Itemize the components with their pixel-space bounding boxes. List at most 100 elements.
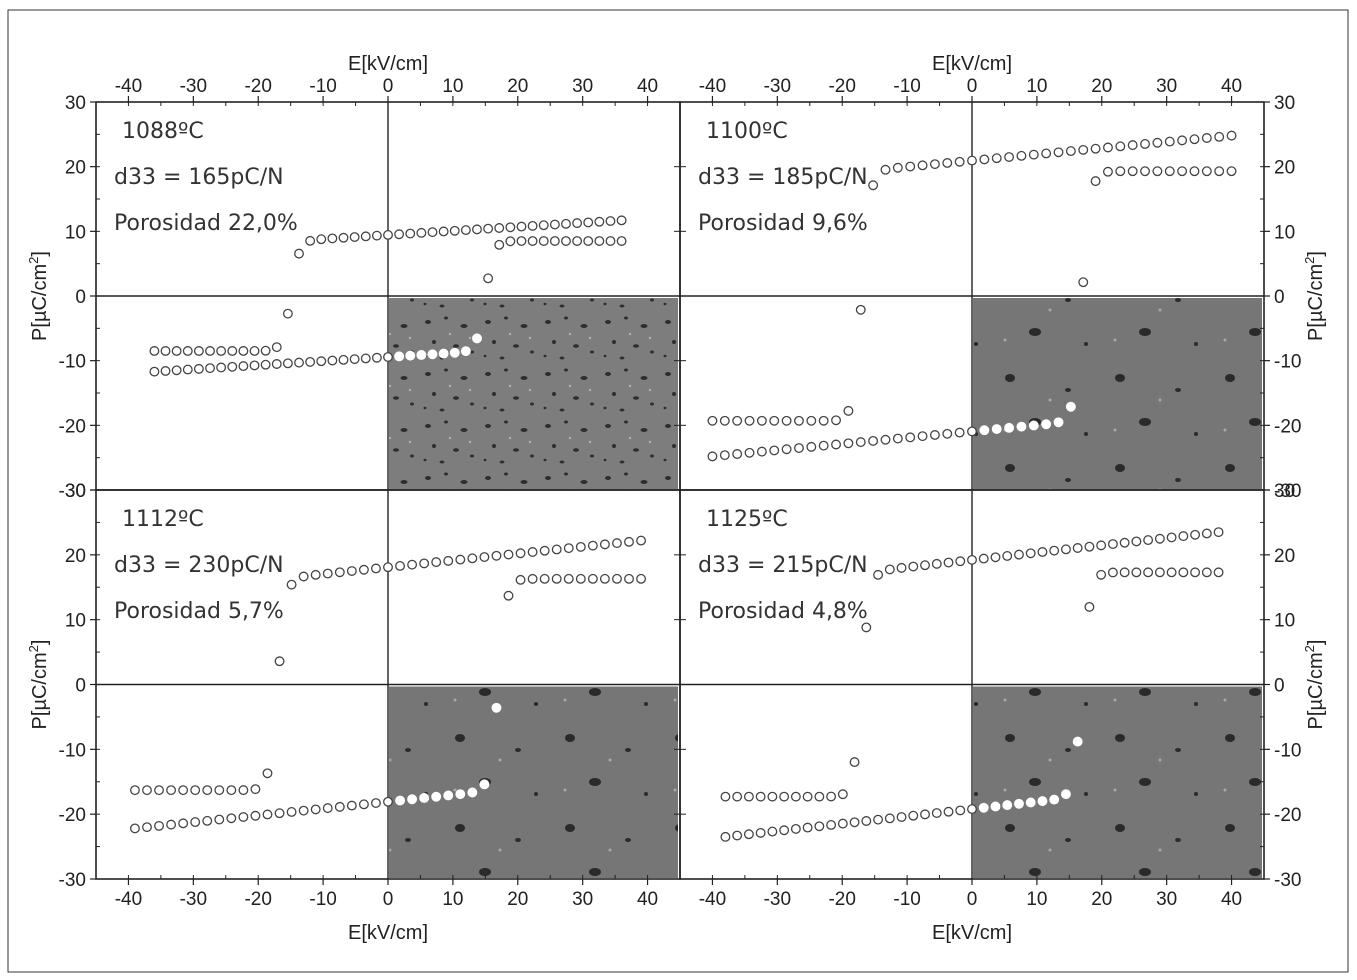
data-point-descending <box>202 785 213 796</box>
data-point-descending <box>732 791 743 802</box>
data-point-descending <box>599 539 610 550</box>
data-point-descending <box>226 785 237 796</box>
data-point-ascending <box>1096 569 1107 580</box>
data-point-ascending <box>370 798 381 809</box>
panel-annotation: d33 = 215pC/N <box>698 553 868 578</box>
data-point-descending <box>991 153 1002 164</box>
x-tick-label: 40 <box>1221 889 1242 910</box>
data-point-ascending <box>818 440 829 451</box>
data-point-descending <box>1201 133 1212 143</box>
data-point-ascending <box>394 351 405 362</box>
data-point-ascending <box>171 365 182 376</box>
y-tick-label: -30 <box>1274 870 1301 891</box>
x-tick-label: -20 <box>828 889 855 910</box>
y-tick-label: -30 <box>59 870 86 891</box>
data-point-ascending <box>249 360 260 371</box>
data-point-ascending <box>861 816 872 826</box>
data-point-descending <box>1213 527 1224 538</box>
x-tick-label: 30 <box>572 76 593 97</box>
data-point-descending <box>1078 144 1089 155</box>
x-tick-label: -10 <box>893 889 920 910</box>
data-point-ascending <box>1049 794 1060 805</box>
data-point-ascending <box>327 355 338 366</box>
data-point-ascending <box>931 808 942 819</box>
data-point-descending <box>205 346 215 356</box>
data-point-ascending <box>826 820 837 830</box>
data-point-descending <box>1127 140 1138 151</box>
data-point-descending <box>908 561 919 572</box>
data-point-descending <box>1053 147 1064 158</box>
y-axis-title-bracket: ] <box>1305 640 1327 646</box>
x-tick-label: 0 <box>967 76 978 97</box>
data-point-ascending <box>755 827 766 838</box>
data-point-descending <box>1037 547 1048 557</box>
data-point-ascending <box>837 818 848 829</box>
data-point-ascending <box>539 573 550 584</box>
data-point-descending <box>744 415 755 426</box>
data-point-descending <box>831 415 841 426</box>
data-point-descending <box>383 229 393 240</box>
data-point-ascending <box>1140 166 1150 177</box>
data-point-descending <box>1131 536 1142 547</box>
data-point-descending <box>494 223 505 233</box>
y-axis-title-superscript: 2 <box>1302 645 1317 652</box>
data-point-descending <box>616 215 627 226</box>
x-tick-label: -10 <box>893 76 920 97</box>
data-point-descending <box>1201 528 1212 539</box>
data-point-descending <box>249 345 260 356</box>
data-point-ascending <box>282 358 293 369</box>
data-point-ascending <box>1119 567 1130 578</box>
data-point-descending <box>587 540 598 551</box>
data-point-ascending <box>905 432 916 443</box>
y-axis-title-main: P[µC/cm <box>29 264 51 341</box>
panel-annotation: 1088ºC <box>122 119 204 144</box>
data-point-descending <box>238 346 249 356</box>
data-point-descending <box>755 791 766 802</box>
data-point-ascending <box>1090 176 1101 187</box>
data-point-ascending <box>395 795 406 806</box>
data-point-ascending <box>1143 567 1154 578</box>
x-tick-label: 40 <box>637 76 658 97</box>
x-tick-label: 0 <box>383 889 394 910</box>
panel-top-left: -40 -30 -20 -10 0 10 20 30 40 -30 -20 -10 0 10 20 30 E[k… <box>26 53 681 502</box>
data-point-ascending <box>1025 797 1036 808</box>
data-point-descending <box>250 784 261 795</box>
data-point-descending <box>142 785 152 796</box>
data-point-ascending <box>334 801 345 812</box>
data-point-ascending <box>182 364 193 375</box>
data-point-descending <box>1090 143 1101 154</box>
data-point-descending <box>438 226 449 237</box>
data-point-descending <box>516 221 527 232</box>
data-point-ascending <box>605 236 616 246</box>
data-point-descending <box>942 158 953 168</box>
data-point-ascending <box>843 438 854 449</box>
data-point-descending <box>394 229 405 240</box>
data-point-ascending <box>349 354 360 365</box>
data-point-ascending <box>515 574 526 585</box>
data-point-ascending <box>1214 166 1225 177</box>
y-tick-label: 20 <box>65 158 86 179</box>
x-tick-label: 10 <box>442 76 463 97</box>
data-point-ascending <box>1004 422 1015 433</box>
data-point-descending <box>1016 150 1027 161</box>
panel-annotation: 1112ºC <box>122 507 204 532</box>
data-point-ascending <box>908 810 919 821</box>
data-point-descending <box>855 304 866 315</box>
data-point-descending <box>491 550 502 561</box>
data-point-ascending <box>516 236 527 247</box>
data-point-ascending <box>549 236 560 246</box>
data-point-ascending <box>483 273 494 284</box>
data-point-descending <box>605 216 616 226</box>
data-point-descending <box>346 566 357 576</box>
y-tick-label: -20 <box>1274 416 1301 437</box>
x-tick-label: -10 <box>309 76 336 97</box>
x-tick-label: 20 <box>507 889 528 910</box>
data-point-descending <box>1065 146 1076 157</box>
x-tick-label: 40 <box>637 889 658 910</box>
panel-annotation: Porosidad 22,0% <box>114 211 298 236</box>
data-point-ascending <box>781 444 792 455</box>
data-point-descending <box>455 554 466 565</box>
data-point-ascending <box>479 779 490 790</box>
y-axis-title-main: P[µC/cm <box>1305 652 1327 729</box>
data-point-ascending <box>294 357 304 368</box>
